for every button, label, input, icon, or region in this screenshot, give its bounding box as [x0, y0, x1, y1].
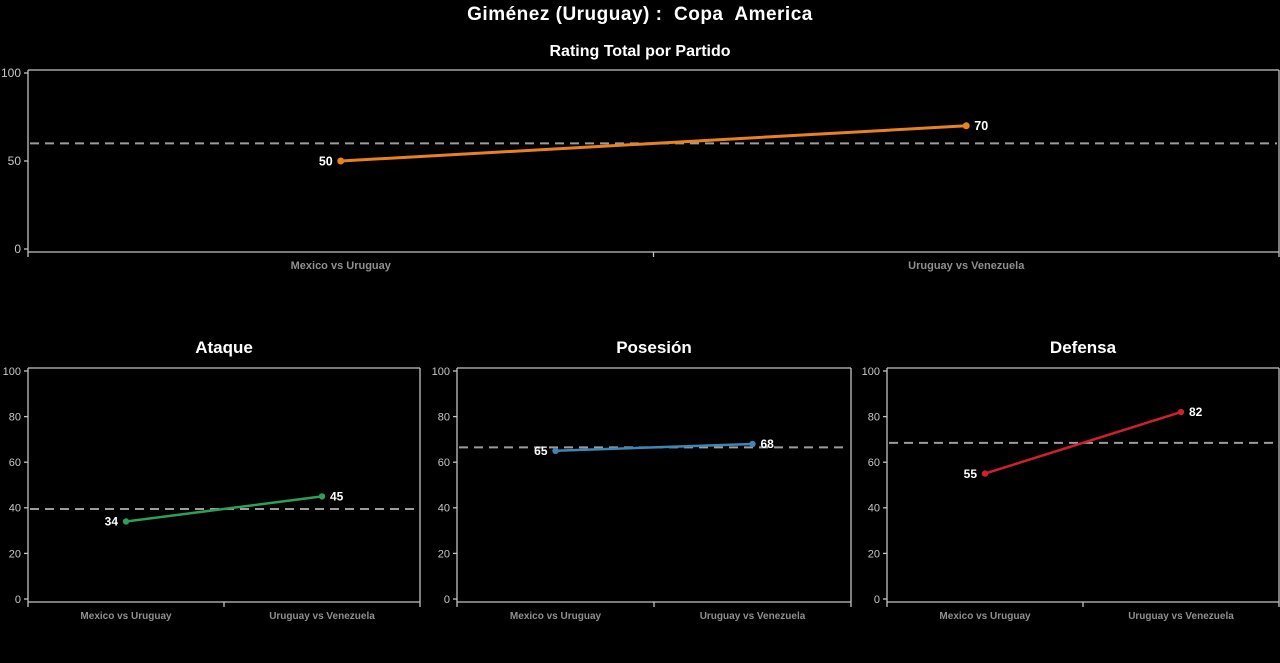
data-point: [122, 518, 130, 525]
y-tick-label: 40: [868, 503, 880, 515]
data-point-label: 65: [534, 444, 548, 458]
y-tick-label: 0: [15, 594, 21, 606]
x-category-label: Uruguay vs Venezuela: [269, 611, 375, 622]
chart-title-ataque: Ataque: [195, 338, 253, 357]
x-category-label: Mexico vs Uruguay: [939, 611, 1031, 622]
y-tick-label: 60: [9, 457, 21, 469]
y-tick-label: 0: [444, 594, 450, 606]
data-point-label: 34: [105, 515, 119, 529]
data-point: [552, 447, 559, 454]
data-line: [124, 495, 324, 523]
y-tick-label: 60: [868, 457, 880, 469]
y-tick-label: 20: [9, 548, 21, 560]
y-tick-label: 80: [868, 411, 880, 423]
data-point-label: 82: [1189, 405, 1203, 419]
y-tick-label: 40: [9, 503, 21, 515]
data-point: [318, 493, 326, 500]
x-category-label: Uruguay vs Venezuela: [1128, 611, 1234, 622]
data-point-label: 55: [964, 467, 978, 481]
data-point-label: 50: [319, 154, 333, 168]
x-category-label: Mexico vs Uruguay: [510, 611, 602, 622]
y-tick-label: 80: [9, 411, 21, 423]
data-point-label: 45: [330, 490, 344, 504]
y-tick-label: 80: [438, 411, 450, 423]
y-tick-label: 20: [868, 548, 880, 560]
data-point: [1177, 408, 1185, 416]
x-category-label: Uruguay vs Venezuela: [700, 611, 806, 622]
x-category-label: Mexico vs Uruguay: [291, 260, 392, 272]
x-category-label: Mexico vs Uruguay: [80, 611, 172, 622]
y-tick-label: 50: [8, 154, 22, 168]
y-tick-label: 100: [1, 66, 21, 80]
y-tick-label: 40: [438, 503, 450, 515]
data-point: [962, 122, 970, 130]
data-line: [554, 442, 754, 453]
y-tick-label: 100: [862, 366, 880, 378]
x-category-label: Uruguay vs Venezuela: [908, 260, 1025, 272]
chart-title-rating-total: Rating Total por Partido: [549, 43, 731, 60]
data-point: [981, 470, 989, 477]
y-tick-label: 0: [874, 594, 880, 606]
data-line: [339, 124, 968, 163]
data-line: [983, 410, 1183, 475]
y-tick-label: 0: [14, 242, 21, 256]
y-tick-label: 60: [438, 457, 450, 469]
chart-title-posesion: Posesión: [616, 338, 692, 357]
main-title: Giménez (Uruguay) : Copa America: [467, 4, 813, 25]
data-point-label: 68: [761, 437, 775, 451]
y-tick-label: 20: [438, 548, 450, 560]
data-point: [337, 157, 345, 165]
y-tick-label: 100: [432, 366, 450, 378]
data-point: [749, 440, 756, 448]
y-tick-label: 100: [3, 366, 21, 378]
chart-title-defensa: Defensa: [1049, 338, 1117, 357]
data-point-label: 70: [974, 119, 988, 133]
